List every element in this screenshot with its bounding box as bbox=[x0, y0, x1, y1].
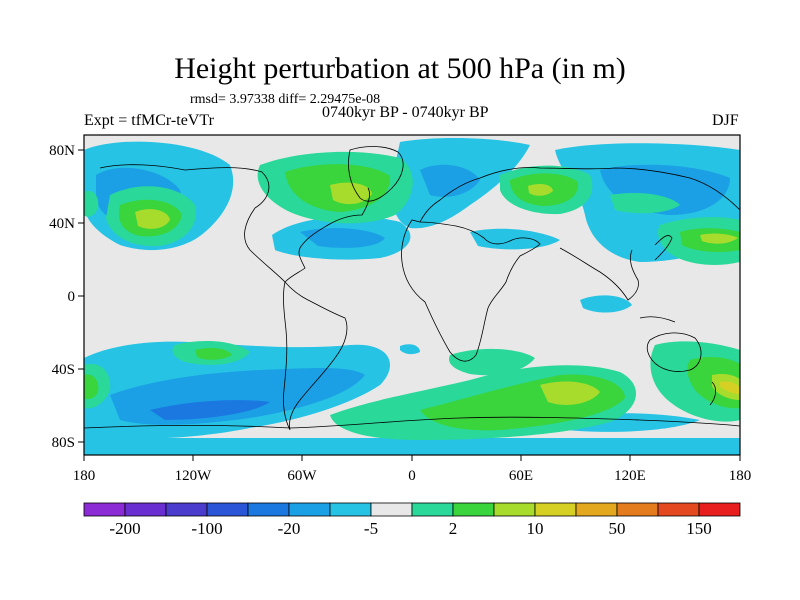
colorbar-swatch-7 bbox=[370, 502, 413, 517]
colorbar-labels: -200 -100 -20 -5 2 10 50 150 bbox=[109, 519, 711, 538]
colorbar-swatch-11 bbox=[534, 502, 577, 517]
colorbar-label-4: 2 bbox=[449, 519, 458, 538]
colorbar-swatch-9 bbox=[452, 502, 495, 517]
lat-label-80s: 80S bbox=[52, 435, 75, 451]
lon-label-180w: 180 bbox=[73, 468, 96, 484]
lon-label-60e: 60E bbox=[509, 468, 533, 484]
axis-ticks bbox=[78, 149, 741, 461]
latitude-labels: 80N 40N 0 40S 80S bbox=[49, 143, 75, 451]
colorbar-label-6: 50 bbox=[609, 519, 626, 538]
positive-anomaly-fields bbox=[84, 151, 740, 440]
colorbar-swatch-2 bbox=[165, 502, 208, 517]
colorbar-swatch-4 bbox=[247, 502, 290, 517]
colorbar-swatch-5 bbox=[288, 502, 331, 517]
colorbar-swatch-10 bbox=[493, 502, 536, 517]
colorbar-label-7: 150 bbox=[686, 519, 712, 538]
map-panel bbox=[84, 135, 740, 455]
colorbar-swatch-14 bbox=[657, 502, 700, 517]
colorbar bbox=[83, 502, 741, 517]
lon-label-180e: 180 bbox=[729, 468, 752, 484]
colorbar-label-0: -200 bbox=[109, 519, 140, 538]
colorbar-swatch-13 bbox=[616, 502, 659, 517]
colorbar-swatch-6 bbox=[329, 502, 372, 517]
lat-label-80n: 80N bbox=[49, 143, 75, 159]
colorbar-swatch-3 bbox=[206, 502, 249, 517]
stats-label: rmsd= 3.97338 diff= 2.29475e-08 bbox=[190, 92, 381, 107]
lat-label-0: 0 bbox=[68, 289, 76, 305]
colorbar-swatch-1 bbox=[124, 502, 167, 517]
lat-label-40n: 40N bbox=[49, 216, 75, 232]
coastlines bbox=[84, 146, 740, 431]
lon-label-120e: 120E bbox=[614, 468, 646, 484]
lon-label-120w: 120W bbox=[175, 468, 213, 484]
season-label: DJF bbox=[712, 112, 739, 129]
colorbar-swatch-15 bbox=[698, 502, 741, 517]
colorbar-label-2: -20 bbox=[278, 519, 301, 538]
map-title: Height perturbation at 500 hPa (in m) bbox=[174, 52, 626, 85]
lat-label-40s: 40S bbox=[52, 362, 75, 378]
experiment-label: Expt = tfMCr-teVTr bbox=[84, 112, 214, 129]
colorbar-label-3: -5 bbox=[364, 519, 378, 538]
lon-label-0: 0 bbox=[408, 468, 416, 484]
period-label: 0740kyr BP - 0740kyr BP bbox=[322, 104, 489, 121]
colorbar-swatch-8 bbox=[411, 502, 454, 517]
colorbar-swatch-0 bbox=[83, 502, 126, 517]
colorbar-label-1: -100 bbox=[191, 519, 222, 538]
colorbar-label-5: 10 bbox=[527, 519, 544, 538]
lon-label-60w: 60W bbox=[287, 468, 317, 484]
longitude-labels: 180 120W 60W 0 60E 120E 180 bbox=[73, 468, 752, 484]
colorbar-swatch-12 bbox=[575, 502, 618, 517]
